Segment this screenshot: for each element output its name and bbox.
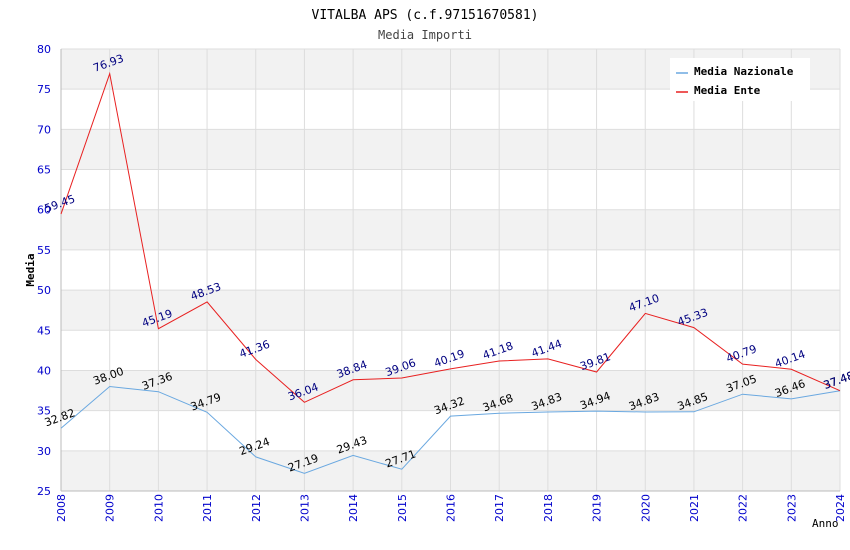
y-tick-label: 35 <box>37 405 51 418</box>
data-label-media-ente: 40.79 <box>724 342 758 365</box>
y-tick-label: 55 <box>37 244 51 257</box>
y-tick-label: 30 <box>37 445 51 458</box>
chart-title: VITALBA APS (c.f.97151670581) <box>312 8 539 23</box>
x-tick-label: 2016 <box>445 494 458 522</box>
y-tick-label: 80 <box>37 43 51 56</box>
legend-label-media-ente: Media Ente <box>694 84 761 97</box>
legend-label-media-nazionale: Media Nazionale <box>694 65 794 78</box>
y-tick-label: 75 <box>37 83 51 96</box>
x-tick-label: 2011 <box>201 494 214 522</box>
y-tick-label: 25 <box>37 485 51 498</box>
x-tick-label: 2013 <box>298 494 311 522</box>
x-tick-label: 2017 <box>493 494 506 522</box>
x-tick-label: 2012 <box>250 494 263 522</box>
legend-box <box>670 58 810 101</box>
grid-lines <box>60 48 841 492</box>
x-tick-label: 2023 <box>785 494 798 522</box>
y-tick-label: 60 <box>37 204 51 217</box>
x-tick-label: 2019 <box>591 494 604 522</box>
x-axis-label: Anno <box>812 517 839 530</box>
y-tick-label: 70 <box>37 123 51 136</box>
y-tick-label: 40 <box>37 364 51 377</box>
x-tick-label: 2020 <box>639 494 652 522</box>
y-tick-label: 50 <box>37 284 51 297</box>
x-tick-label: 2010 <box>152 494 165 522</box>
y-tick-label: 45 <box>37 324 51 337</box>
series-line-media-ente <box>60 71 841 403</box>
data-label-media-ente: 40.14 <box>773 348 807 371</box>
data-label-media-ente: 41.18 <box>481 339 515 362</box>
data-label-media-ente: 41.44 <box>530 337 564 360</box>
x-tick-label: 2014 <box>347 494 360 522</box>
axes <box>60 49 840 492</box>
y-tick-label: 65 <box>37 164 51 177</box>
x-tick-label: 2021 <box>688 494 701 522</box>
x-tick-label: 2024 <box>834 494 847 522</box>
x-tick-label: 2018 <box>542 494 555 522</box>
x-tick-label: 2015 <box>396 494 409 522</box>
series-line-media-nazionale <box>60 385 841 474</box>
x-tick-label: 2022 <box>737 494 750 522</box>
y-axis-label: Media <box>24 253 37 286</box>
y-axis-ticks: 25 30 35 40 45 50 55 60 65 70 75 80 <box>37 43 51 498</box>
x-tick-label: 2009 <box>104 494 117 522</box>
series-layer <box>60 71 841 474</box>
x-axis-ticks: 2008 2009 2010 2011 2012 2013 2014 2015 2016 2017… <box>55 494 847 522</box>
chart-subtitle: Media Importi <box>378 28 472 42</box>
data-label-media-ente: 39.81 <box>578 350 612 373</box>
legend: Media Nazionale Media Ente <box>670 58 810 101</box>
x-tick-label: 2008 <box>55 494 68 522</box>
